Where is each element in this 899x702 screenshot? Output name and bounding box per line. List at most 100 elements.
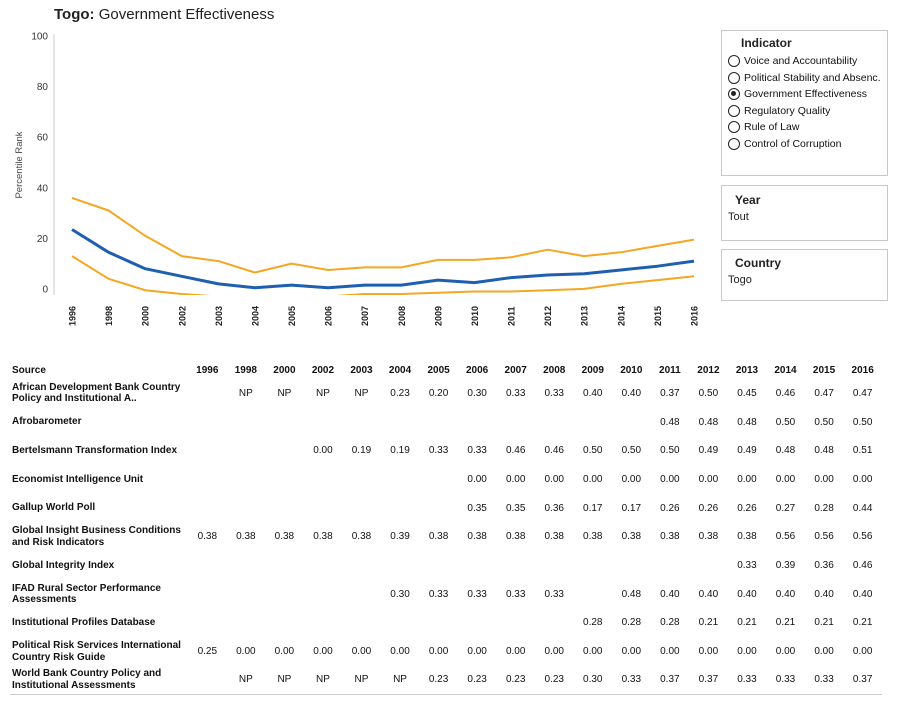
table-cell: 0.21 <box>698 617 719 629</box>
radio-icon[interactable] <box>728 104 740 117</box>
table-cell: 0.50 <box>814 416 834 428</box>
table-cell: 0.33 <box>428 445 449 457</box>
indicator-filter-title: Indicator <box>741 36 792 50</box>
x-tick-label: 2015 <box>653 306 663 326</box>
year-column-header: 2004 <box>388 364 412 376</box>
table-cell: NP <box>226 665 266 696</box>
table-cell <box>227 436 266 465</box>
table-cell: 0.23 <box>457 665 497 696</box>
table-cell: 0.00 <box>313 445 333 457</box>
x-tick-label: 2006 <box>324 306 334 326</box>
table-cell: 0.21 <box>814 617 834 629</box>
table-cell: 0.20 <box>428 387 449 399</box>
radio-icon[interactable] <box>728 137 740 150</box>
table-cell <box>188 408 227 437</box>
table-cell <box>342 465 381 494</box>
table-cell: 0.49 <box>698 445 719 457</box>
table-cell <box>381 551 420 580</box>
table-cell: 0.26 <box>737 502 757 514</box>
table-cell: 0.38 <box>313 531 333 543</box>
table-cell <box>574 551 613 580</box>
table-cell: 0.00 <box>698 646 719 658</box>
year-filter-title: Year <box>735 193 761 207</box>
table-cell: 0.48 <box>660 416 680 428</box>
table-cell <box>381 609 420 638</box>
indicator-option[interactable]: Voice and Accountability <box>728 53 881 70</box>
indicator-option[interactable]: Rule of Law <box>728 119 881 136</box>
source-name: Bertelsmann Transformation Index <box>12 444 178 456</box>
x-tick-label: 2009 <box>433 306 443 326</box>
table-cell: 0.50 <box>583 445 603 457</box>
title-indicator: Government Effectiveness <box>98 6 275 23</box>
table-cell <box>342 408 381 437</box>
table-cell: 0.38 <box>197 531 218 543</box>
country-filter[interactable]: Country Togo <box>721 249 888 301</box>
y-tick-label: 60 <box>37 133 49 144</box>
radio-icon[interactable] <box>728 121 740 134</box>
table-cell: 0.38 <box>274 531 295 543</box>
table-cell: NP <box>238 387 253 399</box>
indicator-filter: Indicator Voice and Accountability Politi… <box>721 30 888 176</box>
table-row: Political Risk Services International Co… <box>10 637 882 666</box>
table-cell <box>651 551 690 580</box>
table-cell: NP <box>265 665 304 696</box>
table-row: Gallup World Poll 0.35 0.35 0.36 0.17 0.17 0.2… <box>10 494 882 523</box>
table-cell: 0.40 <box>660 588 680 600</box>
table-cell <box>342 580 381 609</box>
y-tick-label: 20 <box>37 234 49 245</box>
table-cell: 0.37 <box>843 665 882 696</box>
country-filter-title: Country <box>735 256 781 270</box>
indicator-option-label: Government Effectiveness <box>744 88 867 101</box>
table-cell: 0.17 <box>621 502 642 514</box>
table-cell: 0.33 <box>612 665 651 696</box>
table-cell: 0.45 <box>737 387 757 399</box>
table-cell <box>265 580 304 609</box>
year-filter-value[interactable]: Tout <box>728 211 749 223</box>
radio-icon[interactable] <box>728 55 740 68</box>
indicator-option[interactable]: Government Effectiveness <box>728 86 881 103</box>
table-cell <box>304 551 343 580</box>
table-cell: 0.36 <box>544 502 564 514</box>
table-cell <box>188 551 227 580</box>
table-cell: 0.35 <box>467 502 487 514</box>
table-cell <box>342 551 381 580</box>
table-cell: 0.38 <box>737 531 757 543</box>
indicator-option[interactable]: Regulatory Quality <box>728 103 881 120</box>
y-axis-label: Percentile Rank <box>14 131 25 198</box>
country-filter-value[interactable]: Togo <box>728 274 752 286</box>
table-cell <box>188 436 227 465</box>
table-cell <box>227 494 266 523</box>
table-cell: 0.48 <box>698 416 719 428</box>
table-cell: 0.38 <box>660 531 680 543</box>
table-cell <box>419 408 458 437</box>
series-line-lower-bound <box>71 255 695 295</box>
indicator-option-label: Control of Corruption <box>744 137 842 150</box>
table-cell <box>458 609 497 638</box>
table-cell: 0.40 <box>698 588 719 600</box>
x-tick-label: 2011 <box>507 306 517 326</box>
x-tick-label: 2000 <box>141 306 151 326</box>
table-cell <box>574 580 613 609</box>
table-cell: 0.38 <box>583 531 603 543</box>
table-cell: 0.40 <box>583 387 603 399</box>
indicator-option[interactable]: Political Stability and Absenc.. <box>728 70 881 87</box>
table-cell: 0.38 <box>505 531 526 543</box>
table-cell: 0.00 <box>660 646 680 658</box>
table-cell <box>342 609 381 638</box>
table-cell <box>419 465 458 494</box>
table-cell: 0.46 <box>852 559 873 571</box>
table-cell: 0.23 <box>419 665 458 696</box>
table-cell <box>304 580 343 609</box>
table-cell <box>304 408 343 437</box>
indicator-option-label: Voice and Accountability <box>744 55 858 68</box>
radio-selected-icon[interactable] <box>728 88 740 101</box>
table-cell: 0.00 <box>621 473 642 485</box>
table-cell: 0.37 <box>650 665 690 696</box>
table-cell: 0.00 <box>814 473 834 485</box>
indicator-option-label: Regulatory Quality <box>744 104 831 117</box>
table-cell <box>419 609 458 638</box>
indicator-option[interactable]: Control of Corruption <box>728 136 881 153</box>
table-cell: 0.33 <box>467 588 487 600</box>
year-filter[interactable]: Year Tout <box>721 185 888 241</box>
radio-icon[interactable] <box>728 71 740 84</box>
